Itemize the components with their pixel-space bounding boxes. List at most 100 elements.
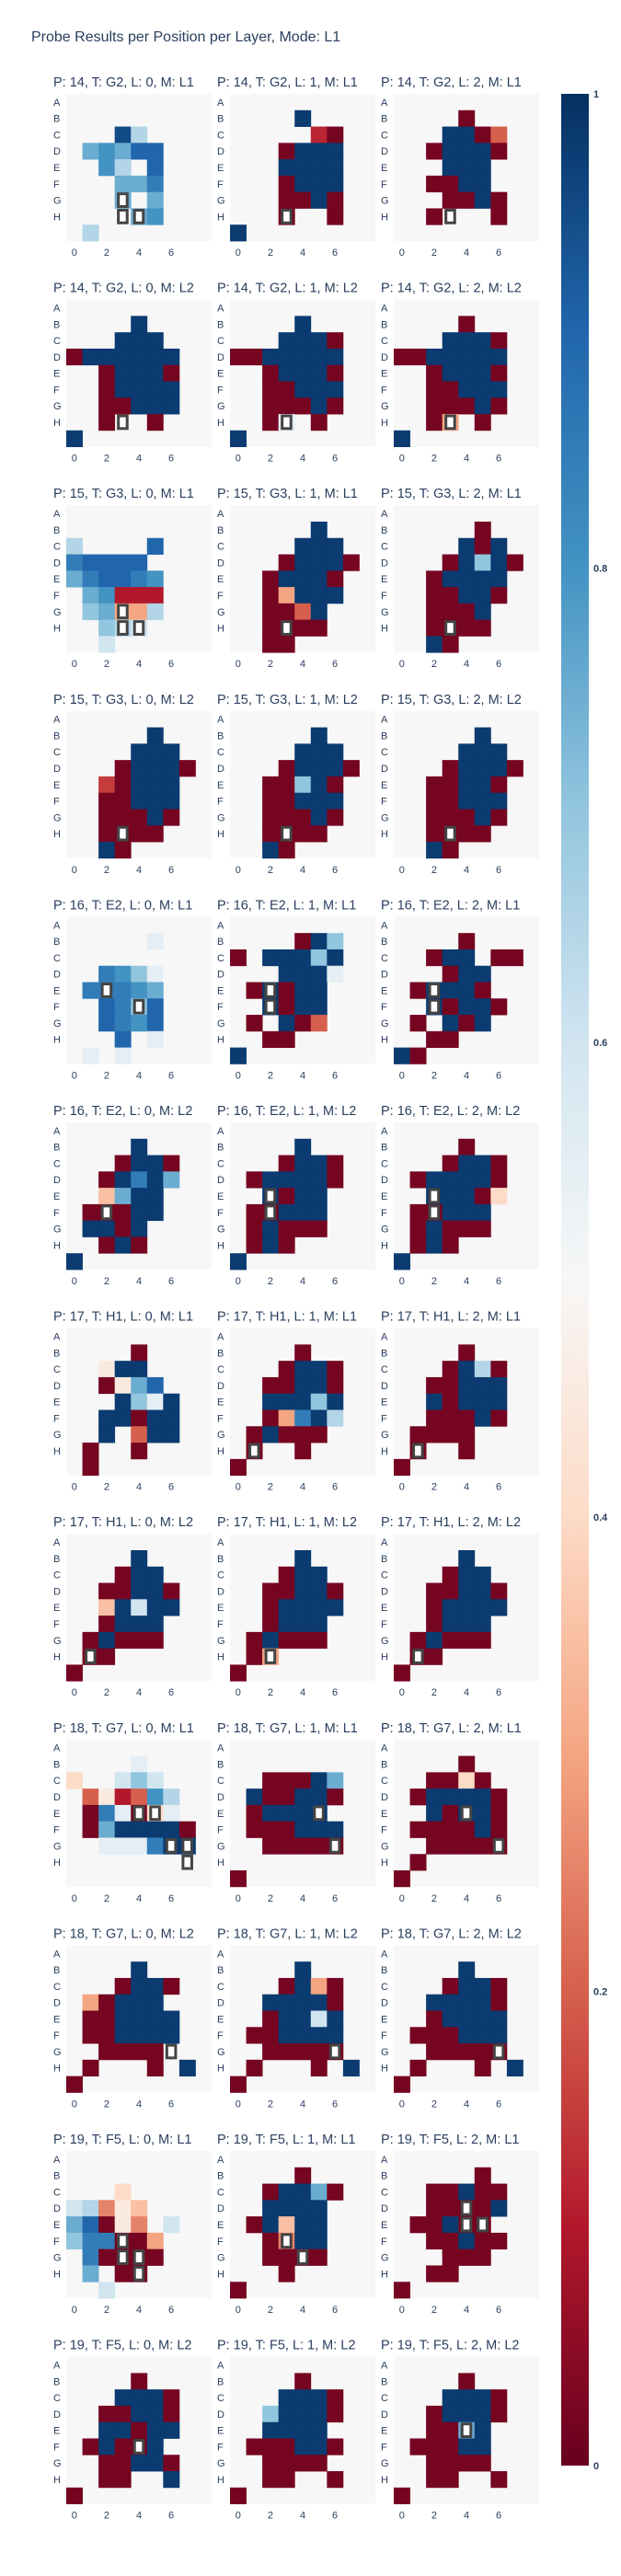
heatmap-cell — [262, 1788, 280, 1806]
heatmap-cell — [310, 1977, 328, 1995]
heatmap-cell — [474, 1220, 491, 1237]
heatmap-cell — [442, 381, 459, 398]
heatmap-cell — [426, 143, 443, 160]
heatmap-cell — [458, 743, 476, 761]
heatmap-cell — [82, 1804, 99, 1823]
heatmap-cell — [426, 364, 443, 382]
y-tick-label: H — [53, 212, 61, 223]
heatmap-cell — [131, 809, 148, 826]
heatmap-cell — [114, 760, 132, 777]
heatmap-cell — [426, 1393, 443, 1410]
y-tick-label: H — [217, 1035, 224, 1046]
heatmap-cell — [474, 2183, 491, 2201]
x-tick-label: 6 — [332, 2511, 338, 2522]
heatmap-cell — [163, 743, 180, 761]
heatmap-cell — [82, 143, 99, 160]
heatmap-cell — [278, 1599, 295, 1616]
heatmap-cell — [98, 1426, 116, 1443]
heatmap-cell — [426, 1772, 443, 1789]
heatmap-cell — [294, 760, 312, 777]
heatmap-cell — [278, 2471, 295, 2489]
heatmap-cell — [163, 1393, 180, 1410]
heatmap-cell — [82, 2232, 99, 2250]
y-tick-label: B — [217, 1759, 224, 1770]
heatmap-cell — [310, 554, 328, 571]
y-tick-label: C — [53, 953, 61, 964]
x-tick-label: 2 — [431, 1276, 437, 1287]
heatmap-cell — [490, 1994, 508, 2011]
heatmap-cell — [458, 1549, 476, 1568]
y-tick-label: B — [53, 1348, 60, 1359]
heatmap-cell — [310, 191, 328, 209]
y-tick-label: E — [381, 163, 387, 174]
heatmap-cell — [426, 208, 443, 225]
heatmap-cell — [114, 2265, 132, 2283]
highlight-marker — [460, 1805, 473, 1822]
heatmap-cell — [131, 1236, 148, 1254]
heatmap-cell — [426, 2027, 443, 2044]
highlight-marker — [132, 2249, 145, 2265]
heatmap-cell — [310, 776, 328, 794]
heatmap-cell — [506, 949, 523, 967]
y-tick-label: D — [217, 1175, 224, 1186]
heatmap-cell — [310, 2389, 328, 2407]
y-tick-label: C — [53, 336, 61, 347]
heatmap-cell — [278, 2265, 295, 2283]
x-tick-label: 0 — [72, 2305, 77, 2316]
heatmap-cell — [310, 521, 328, 539]
heatmap-cell — [294, 554, 312, 571]
heatmap-cell — [146, 1155, 164, 1172]
x-tick-label: 0 — [236, 454, 241, 465]
heatmap-cell — [131, 965, 148, 983]
heatmap-cell — [146, 1566, 164, 1583]
y-tick-label: C — [217, 2187, 224, 2198]
heatmap-cell — [278, 2216, 295, 2234]
colorbar-tick-label: 0 — [593, 2461, 599, 2472]
heatmap-cell — [114, 2421, 132, 2439]
x-tick-label: 4 — [136, 454, 142, 465]
heatmap-cell — [458, 348, 476, 366]
heatmap-cell — [442, 2421, 459, 2439]
y-tick-label: F — [53, 2442, 60, 2453]
heatmap-cell — [474, 2389, 491, 2407]
heatmap-cell — [442, 1171, 459, 1189]
heatmap-cell — [98, 397, 116, 415]
heatmap-cell — [458, 933, 476, 950]
figure-title: Probe Results per Position per Layer, Mo… — [31, 29, 341, 45]
heatmap-cell — [294, 1961, 312, 1979]
heatmap-cell — [490, 381, 508, 398]
heatmap-cell — [98, 381, 116, 398]
heatmap-cell — [82, 1631, 99, 1650]
heatmap-cell — [409, 2059, 427, 2077]
heatmap-cell — [294, 2373, 312, 2390]
heatmap-cell — [294, 1582, 312, 1600]
heatmap-cell — [490, 2389, 508, 2407]
x-tick-label: 6 — [332, 454, 338, 465]
heatmap-cell — [163, 792, 180, 810]
highlight-marker — [281, 414, 293, 431]
heatmap-cell — [327, 537, 344, 555]
heatmap-cell — [458, 537, 476, 555]
y-tick-label: D — [381, 2409, 388, 2421]
y-tick-label: A — [217, 509, 224, 520]
heatmap-cell — [262, 1599, 280, 1616]
y-tick-label: F — [381, 385, 387, 396]
heatmap-cell — [442, 1030, 459, 1049]
x-tick-label: 2 — [431, 2511, 437, 2522]
heatmap-cell — [82, 587, 99, 604]
x-tick-label: 0 — [236, 1687, 241, 1698]
heatmap-cell — [310, 2200, 328, 2217]
heatmap-cell — [98, 143, 116, 160]
heatmap-cell — [490, 949, 508, 967]
heatmap-cell — [146, 2438, 164, 2455]
y-tick-label: D — [217, 352, 224, 363]
heatmap-cell — [458, 1393, 476, 1410]
heatmap-cell — [230, 1458, 247, 1476]
heatmap-cell — [310, 1582, 328, 1600]
y-tick-label: B — [53, 1759, 60, 1770]
heatmap-cell — [342, 2059, 360, 2077]
y-tick-label: A — [381, 920, 388, 931]
heatmap-cell — [442, 143, 459, 160]
heatmap-cell — [163, 1426, 180, 1443]
y-tick-label: F — [217, 2030, 224, 2041]
